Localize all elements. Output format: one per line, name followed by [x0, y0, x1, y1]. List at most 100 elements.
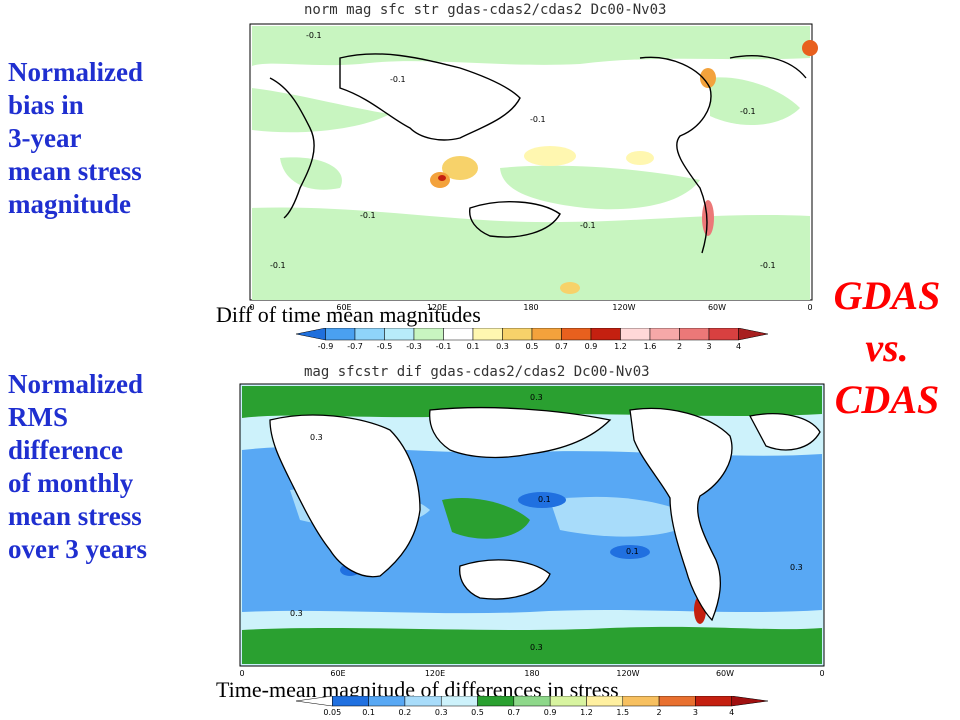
x-tick-label: 60E: [330, 669, 345, 678]
top-colorbar-swatch: [531, 328, 562, 341]
top-colorbar-swatch: [590, 328, 621, 341]
bottom-x-axis: 0 60E 120E 180 120W 60W 0: [239, 669, 824, 678]
top-colorbar-tick: 1.2: [614, 342, 627, 351]
bottom-contour-labels: 0.3 0.3 0.1 0.1 0.3 0.3 0.3: [290, 393, 803, 652]
bottom-colorbar-tick: 0.2: [399, 708, 412, 717]
x-tick-label: 0: [239, 669, 244, 678]
top-x-axis: 0 60E 120E 180 120W 60W 0: [249, 303, 812, 312]
contour-label: 0.1: [538, 495, 551, 504]
top-colorbar-swatch: [620, 328, 651, 341]
bottom-colorbar: 0.05 0.1 0.2 0.3 0.5 0.7 0.9 1.2 1.5 2 3 4: [295, 696, 769, 717]
bottom-colorbar-tick: 0.7: [507, 708, 520, 717]
bottom-map-title: mag sfcstr dif gdas-cdas2/cdas2 Dc00-Nv0…: [304, 364, 650, 380]
x-tick-label: 180: [523, 303, 538, 312]
top-map: -0.1 -0.1 -0.1 -0.1 -0.1 -0.1 -0.1 -0.1 …: [249, 23, 818, 312]
top-colorbar-tick: 3: [706, 342, 711, 351]
contour-label: 0.3: [530, 643, 543, 652]
bottom-colorbar-swatch: [404, 696, 442, 707]
contour-label: 0.3: [310, 433, 323, 442]
contour-label: -0.1: [530, 115, 546, 124]
top-colorbar-tick: 0.1: [467, 342, 480, 351]
top-colorbar-tick: -0.1: [436, 342, 452, 351]
bottom-colorbar-swatch: [586, 696, 624, 707]
top-colorbar-tick: -0.7: [347, 342, 363, 351]
top-positive-patches: [430, 40, 818, 294]
top-colorbar-tick: 0.3: [496, 342, 509, 351]
bottom-colorbar-tick: 0.1: [362, 708, 375, 717]
top-colorbar-tick: 2: [677, 342, 682, 351]
x-tick-label: 60W: [708, 303, 726, 312]
contour-label: -0.1: [360, 211, 376, 220]
top-colorbar-tick: 1.6: [644, 342, 657, 351]
top-colorbar-tick: 0.7: [555, 342, 568, 351]
top-colorbar-swatch: [502, 328, 533, 341]
top-colorbar-swatch: [472, 328, 503, 341]
x-tick-label: 120E: [427, 303, 447, 312]
comparison-label: GDAS vs. CDAS: [833, 273, 941, 422]
x-tick-label: 180: [524, 669, 539, 678]
top-colorbar-tick: -0.3: [406, 342, 422, 351]
x-tick-label: 60W: [716, 669, 734, 678]
bottom-colorbar-tick: 0.9: [544, 708, 557, 717]
contour-label: 0.3: [790, 563, 803, 572]
top-colorbar-swatch: [561, 328, 592, 341]
top-colorbar-swatch: [295, 328, 326, 341]
bottom-panel-description: Normalized RMS difference of monthly mea…: [8, 369, 147, 564]
bottom-colorbar-swatch: [549, 696, 587, 707]
top-colorbar-swatch: [649, 328, 680, 341]
contour-label: -0.1: [270, 261, 286, 270]
top-colorbar-caption: Diff of time mean magnitudes: [216, 302, 481, 327]
x-tick-label: 120W: [612, 303, 635, 312]
bottom-colorbar-swatch: [695, 696, 732, 707]
bottom-colorbar-tick: 1.2: [580, 708, 593, 717]
x-tick-label: 60E: [336, 303, 351, 312]
top-colorbar-swatch: [679, 328, 710, 341]
top-colorbar-swatch: [384, 328, 415, 341]
bottom-colorbar-tick: 3: [693, 708, 698, 717]
x-tick-label: 120E: [425, 669, 445, 678]
top-map-title: norm mag sfc str gdas-cdas2/cdas2 Dc00-N…: [304, 2, 667, 18]
contour-label: -0.1: [760, 261, 776, 270]
bottom-colorbar-swatch: [658, 696, 696, 707]
contour-label: 0.3: [290, 609, 303, 618]
contour-label: -0.1: [390, 75, 406, 84]
bottom-colorbar-tick: 2: [657, 708, 662, 717]
top-colorbar-swatch: [354, 328, 385, 341]
bottom-map: 0.3 0.3 0.1 0.1 0.3 0.3 0.3 0 60E 120E 1…: [239, 383, 825, 678]
x-tick-label: 0: [249, 303, 254, 312]
contour-label: 0.3: [530, 393, 543, 402]
contour-label: -0.1: [580, 221, 596, 230]
top-colorbar-tick: 0.9: [585, 342, 598, 351]
bottom-colorbar-tick: 4: [729, 708, 734, 717]
bottom-colorbar-swatch: [477, 696, 515, 707]
top-colorbar-tick: 4: [736, 342, 741, 351]
bottom-colorbar-tick: 0.3: [435, 708, 448, 717]
top-colorbar-swatch: [325, 328, 356, 341]
top-panel-description: Normalized bias in 3-year mean stress ma…: [8, 57, 143, 219]
contour-label: -0.1: [306, 31, 322, 40]
contour-label: -0.1: [740, 107, 756, 116]
x-tick-label: 120W: [616, 669, 639, 678]
top-colorbar: -0.9 -0.7 -0.5 -0.3 -0.1 0.1 0.3 0.5 0.7 0.9 1.2 1.…: [295, 328, 769, 351]
top-colorbar-swatch: [413, 328, 444, 341]
bottom-colorbar-swatch: [731, 696, 769, 707]
bottom-colorbar-swatch: [295, 696, 333, 707]
top-colorbar-swatch: [738, 328, 769, 341]
top-colorbar-swatch: [443, 328, 474, 341]
top-colorbar-tick: -0.9: [318, 342, 334, 351]
bottom-colorbar-swatch: [622, 696, 660, 707]
top-contour-labels: -0.1 -0.1 -0.1 -0.1 -0.1 -0.1 -0.1 -0.1: [270, 31, 776, 270]
bottom-colorbar-swatch: [332, 696, 369, 707]
contour-label: 0.1: [626, 547, 639, 556]
top-colorbar-tick: 0.5: [526, 342, 539, 351]
top-continents: [269, 53, 807, 254]
bottom-continents: [269, 406, 821, 622]
x-tick-label: 0: [807, 303, 812, 312]
bottom-colorbar-swatch: [440, 696, 478, 707]
bottom-colorbar-tick: 0.05: [323, 708, 341, 717]
top-colorbar-swatch: [708, 328, 739, 341]
bottom-colorbar-swatch: [513, 696, 551, 707]
bottom-colorbar-tick: 0.5: [471, 708, 484, 717]
x-tick-label: 0: [819, 669, 824, 678]
bottom-colorbar-swatch: [368, 696, 406, 707]
